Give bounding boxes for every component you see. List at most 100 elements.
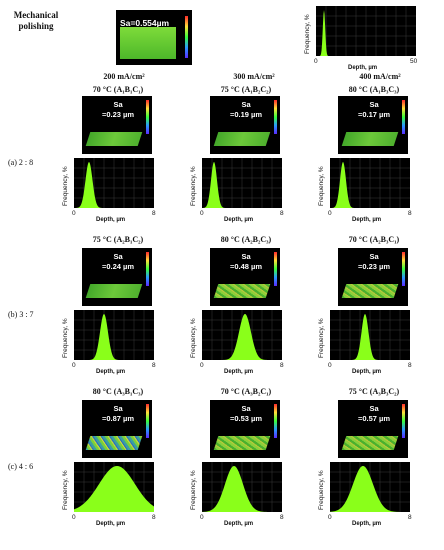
surface-plate <box>341 436 399 450</box>
histogram-distribution <box>74 466 154 512</box>
histogram-distribution <box>316 10 416 56</box>
sa-label: Sa =0.23 µm <box>358 252 390 272</box>
x-axis-max: 8 <box>280 514 284 521</box>
x-axis-label: Depth, µm <box>224 217 254 223</box>
x-axis-max: 8 <box>280 210 284 217</box>
depth-histogram: Frequency, % 0 8 Depth, µm <box>62 310 182 376</box>
mechanical-sa-value: Sa=0.554µm <box>120 18 170 28</box>
sa-title: Sa <box>369 404 379 413</box>
colorbar <box>146 252 149 286</box>
x-axis-label: Depth, µm <box>352 217 382 223</box>
surface-image: Sa =0.17 µm <box>338 96 408 154</box>
sa-label: Sa =0.17 µm <box>358 100 390 120</box>
column-header-1: 200 mA/cm² <box>103 72 145 81</box>
colorbar <box>146 100 149 134</box>
row-label-3: (c) 4 : 6 <box>8 462 34 471</box>
histogram-distribution <box>202 466 282 512</box>
x-axis-min: 0 <box>328 514 332 521</box>
surface-image: Sa =0.24 µm <box>82 248 152 306</box>
condition-label: 80 °C (A₃B₁C₃) <box>92 387 144 396</box>
sa-value: =0.19 µm <box>230 109 263 119</box>
sa-label: Sa =0.23 µm <box>102 100 134 120</box>
x-axis-min: 0 <box>72 514 76 521</box>
y-axis-label: Frequency, % <box>62 470 69 510</box>
x-axis-min: 0 <box>328 362 332 369</box>
sa-title: Sa <box>241 404 251 413</box>
sa-title: Sa <box>113 404 123 413</box>
surface-plate <box>341 132 399 146</box>
x-axis-min: 0 <box>200 514 204 521</box>
y-axis-label: Frequency, % <box>62 318 69 358</box>
sa-value: =0.53 µm <box>230 413 263 423</box>
sa-title: Sa <box>241 100 251 109</box>
surface-plate <box>85 284 143 298</box>
mechanical-x-label: Depth, µm <box>348 65 378 71</box>
surface-image: Sa =0.57 µm <box>338 400 408 458</box>
depth-histogram: Frequency, % 0 8 Depth, µm <box>318 310 438 376</box>
surface-image: Sa =0.23 µm <box>338 248 408 306</box>
x-axis-label: Depth, µm <box>224 521 254 527</box>
sa-value: =0.57 µm <box>358 413 391 423</box>
depth-histogram: Frequency, % 0 8 Depth, µm <box>190 158 310 224</box>
sa-title: Sa <box>241 252 251 261</box>
histogram-plot <box>330 462 410 512</box>
depth-histogram: Frequency, % 0 8 Depth, µm <box>62 462 182 528</box>
y-axis-label: Frequency, % <box>190 318 197 358</box>
x-axis-min: 0 <box>72 210 76 217</box>
histogram-distribution <box>202 314 282 360</box>
sa-label: Sa =0.48 µm <box>230 252 262 272</box>
histogram-distribution <box>330 162 410 208</box>
histogram-distribution <box>202 162 282 208</box>
row-label-1: (a) 2 : 8 <box>8 158 34 167</box>
colorbar <box>402 100 405 134</box>
mechanical-polishing-label: Mechanical polishing <box>13 10 59 31</box>
histogram-plot <box>202 158 282 208</box>
depth-histogram: Frequency, % 0 8 Depth, µm <box>318 158 438 224</box>
x-axis-label: Depth, µm <box>96 369 126 375</box>
mechanical-colorbar <box>185 16 188 58</box>
y-axis-label: Frequency, % <box>190 166 197 206</box>
surface-plate <box>213 284 271 298</box>
y-axis-label: Frequency, % <box>190 470 197 510</box>
sa-label: Sa =0.24 µm <box>102 252 134 272</box>
y-axis-label: Frequency, % <box>318 318 325 358</box>
x-axis-label: Depth, µm <box>352 369 382 375</box>
mechanical-histogram-plot <box>316 6 416 56</box>
histogram-plot <box>74 310 154 360</box>
condition-label: 70 °C (A₂B₃C₁) <box>348 235 400 244</box>
column-header-3: 400 mA/cm² <box>359 72 401 81</box>
x-axis-label: Depth, µm <box>352 521 382 527</box>
depth-histogram: Frequency, % 0 8 Depth, µm <box>318 462 438 528</box>
colorbar <box>274 100 277 134</box>
condition-label: 75 °C (A₃B₃C₂) <box>348 387 400 396</box>
sa-title: Sa <box>113 100 123 109</box>
mechanical-x-min: 0 <box>314 58 318 65</box>
x-axis-max: 8 <box>280 362 284 369</box>
depth-histogram: Frequency, % 0 8 Depth, µm <box>190 310 310 376</box>
histogram-plot <box>74 462 154 512</box>
colorbar <box>402 404 405 438</box>
sa-title: Sa <box>113 252 123 261</box>
sa-label: Sa =0.53 µm <box>230 404 262 424</box>
x-axis-min: 0 <box>328 210 332 217</box>
mechanical-histogram: Frequency, % 0 50 Depth, µm <box>304 6 424 72</box>
histogram-distribution <box>74 162 154 208</box>
surface-plate <box>213 436 271 450</box>
sa-label: Sa =0.19 µm <box>230 100 262 120</box>
x-axis-label: Depth, µm <box>96 521 126 527</box>
y-axis-label: Frequency, % <box>318 166 325 206</box>
condition-label: 70 °C (A₃B₂C₁) <box>220 387 272 396</box>
condition-label: 80 °C (A₁B₃C₃) <box>348 85 400 94</box>
sa-value: =0.24 µm <box>102 261 135 271</box>
histogram-plot <box>74 158 154 208</box>
x-axis-min: 0 <box>200 210 204 217</box>
x-axis-max: 8 <box>152 514 156 521</box>
sa-title: Sa <box>369 100 379 109</box>
condition-label: 75 °C (A₂B₁C₂) <box>92 235 144 244</box>
mechanical-surface-image: Sa=0.554µm <box>116 10 192 65</box>
sa-value: =0.23 µm <box>358 261 391 271</box>
histogram-distribution <box>330 466 410 512</box>
x-axis-min: 0 <box>72 362 76 369</box>
x-axis-label: Depth, µm <box>224 369 254 375</box>
y-axis-label: Frequency, % <box>318 470 325 510</box>
